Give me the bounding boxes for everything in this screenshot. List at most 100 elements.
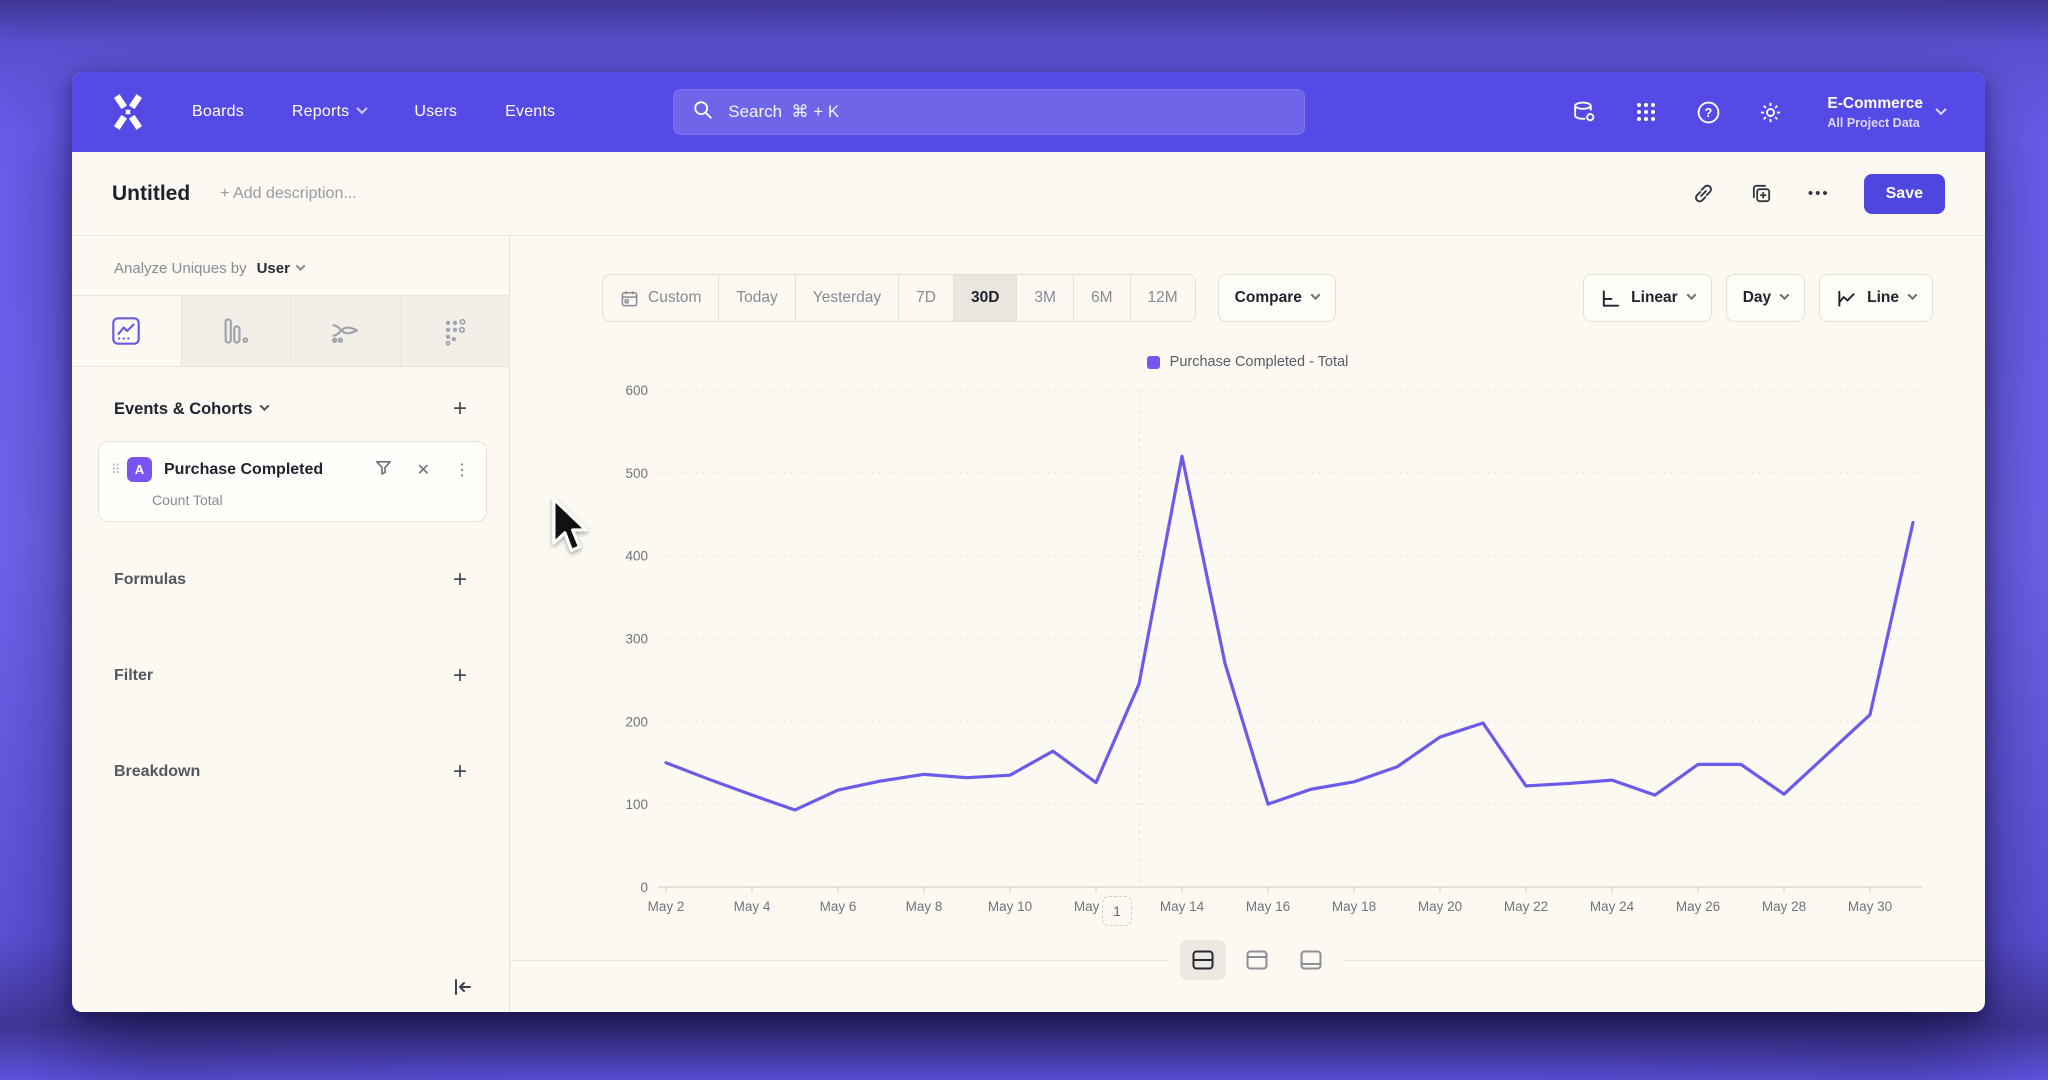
add-formula-button[interactable]: + [452,566,467,593]
project-selector[interactable]: E-Commerce All Project Data [1827,94,1947,130]
range-7d-button[interactable]: 7D [898,274,954,322]
range-12m-button[interactable]: 12M [1129,274,1196,322]
collapse-sidebar-button[interactable] [451,976,473,998]
chevron-down-icon [1779,290,1790,301]
event-card[interactable]: ⠿ A Purchase Completed ✕ ⋮ Count Total [98,441,487,522]
svg-text:May 26: May 26 [1676,899,1720,914]
analyze-uniques-row: Analyze Uniques by User [72,236,509,277]
tab-line-chart[interactable] [72,296,182,366]
breakdown-section: Breakdown + [72,760,509,784]
filter-funnel-icon[interactable] [374,458,393,482]
remove-event-icon[interactable]: ✕ [416,461,430,479]
range-today-button[interactable]: Today [718,274,796,322]
global-search[interactable] [673,89,1306,135]
scale-dropdown[interactable]: Linear [1583,274,1712,322]
settings-gear-icon[interactable] [1757,99,1783,125]
mixpanel-logo-icon[interactable] [112,92,144,132]
copy-link-icon[interactable] [1692,182,1716,206]
query-builder-sidebar: Analyze Uniques by User [72,236,510,1012]
svg-text:May 6: May 6 [820,899,857,914]
analyze-value-dropdown[interactable]: User [256,260,290,277]
visualization-tabstrip [72,295,509,367]
duplicate-icon[interactable] [1750,182,1774,206]
add-description-placeholder[interactable]: + Add description... [220,184,357,202]
formulas-label: Formulas [114,571,187,588]
svg-text:May 24: May 24 [1590,899,1635,914]
tab-bar-chart[interactable] [181,296,291,366]
add-breakdown-button[interactable]: + [452,758,467,785]
svg-text:200: 200 [625,714,648,729]
page-number-badge[interactable]: 1 [1102,896,1132,926]
svg-text:May 16: May 16 [1246,899,1290,914]
more-options-button[interactable]: ••• [1807,185,1830,202]
svg-text:400: 400 [625,549,648,564]
add-event-button[interactable]: + [452,395,467,422]
event-kebab-menu-icon[interactable]: ⋮ [454,461,470,479]
legend-label: Purchase Completed - Total [1169,354,1349,370]
search-input[interactable] [728,102,1287,122]
svg-text:100: 100 [625,797,648,812]
range-yesterday-button[interactable]: Yesterday [794,274,900,322]
layout-top-panel-button[interactable] [1234,940,1280,980]
add-filter-button[interactable]: + [452,662,467,689]
filter-label: Filter [114,667,154,684]
project-subtitle: All Project Data [1827,115,1920,130]
svg-text:300: 300 [625,632,648,647]
compare-dropdown[interactable]: Compare [1217,274,1336,322]
apps-grid-icon[interactable] [1633,99,1659,125]
nav-item-events[interactable]: Events [505,103,556,120]
chevron-down-icon[interactable] [259,401,270,412]
event-letter-badge: A [127,457,152,482]
svg-text:May 30: May 30 [1848,899,1892,914]
calendar-icon [621,290,638,306]
svg-text:May 22: May 22 [1504,899,1548,914]
bar-chart-tab-icon [224,318,248,344]
svg-text:?: ? [1705,105,1713,119]
nav-item-reports[interactable]: Reports [292,102,369,121]
tab-flow[interactable] [291,296,401,366]
range-custom-button[interactable]: Custom [602,274,720,322]
layout-bottom-panel-button[interactable] [1288,940,1334,980]
data-management-icon[interactable] [1571,99,1597,125]
svg-text:May 28: May 28 [1762,899,1806,914]
layout-split-button[interactable] [1180,940,1226,980]
svg-text:May 8: May 8 [906,899,943,914]
analyze-label: Analyze Uniques by [114,260,247,277]
line-chart-icon [1838,290,1855,307]
svg-text:600: 600 [625,383,648,398]
line-chart-tab-icon [112,317,141,345]
report-title[interactable]: Untitled [112,181,191,205]
chart-type-dropdown[interactable]: Line [1819,274,1933,322]
events-cohorts-header: Events & Cohorts + [72,397,509,421]
dots-grid-tab-icon [445,318,466,346]
range-30d-button[interactable]: 30D [952,274,1018,322]
nav-item-boards[interactable]: Boards [192,103,244,120]
chart-panel: Custom Today Yesterday 7D 30D 3M 6M 12M … [510,236,1985,1012]
svg-text:May 20: May 20 [1418,899,1462,914]
interval-dropdown[interactable]: Day [1725,274,1806,322]
linear-axis-icon [1603,289,1620,307]
chevron-down-icon[interactable] [295,260,306,271]
range-6m-button[interactable]: 6M [1072,274,1131,322]
top-nav: Boards Reports Users Events [72,72,1985,152]
project-name: E-Commerce [1827,94,1923,112]
layout-toggle-group [1170,936,1344,984]
nav-item-users[interactable]: Users [414,103,458,120]
help-icon[interactable]: ? [1695,99,1721,125]
tab-breakdown-grid[interactable] [400,296,509,366]
event-name[interactable]: Purchase Completed [164,460,324,478]
svg-text:May 2: May 2 [648,899,685,914]
save-button[interactable]: Save [1863,173,1945,214]
flow-tab-icon [332,324,358,343]
svg-text:May 14: May 14 [1160,899,1205,914]
svg-text:500: 500 [625,466,648,481]
drag-handle-icon[interactable]: ⠿ [111,461,121,477]
event-metric[interactable]: Count Total [152,492,223,508]
date-range-segmented-control: Custom Today Yesterday 7D 30D 3M 6M 12M [602,274,1196,322]
app-window: Boards Reports Users Events [72,72,1985,1012]
chart-legend[interactable]: Purchase Completed - Total [510,354,1985,370]
range-3m-button[interactable]: 3M [1016,274,1074,322]
svg-text:0: 0 [640,880,648,895]
chevron-down-icon [1310,290,1321,301]
line-chart[interactable]: 0 100 200 300 400 500 600 May 2 May 4 May 6 May 8 M… [510,376,1985,936]
